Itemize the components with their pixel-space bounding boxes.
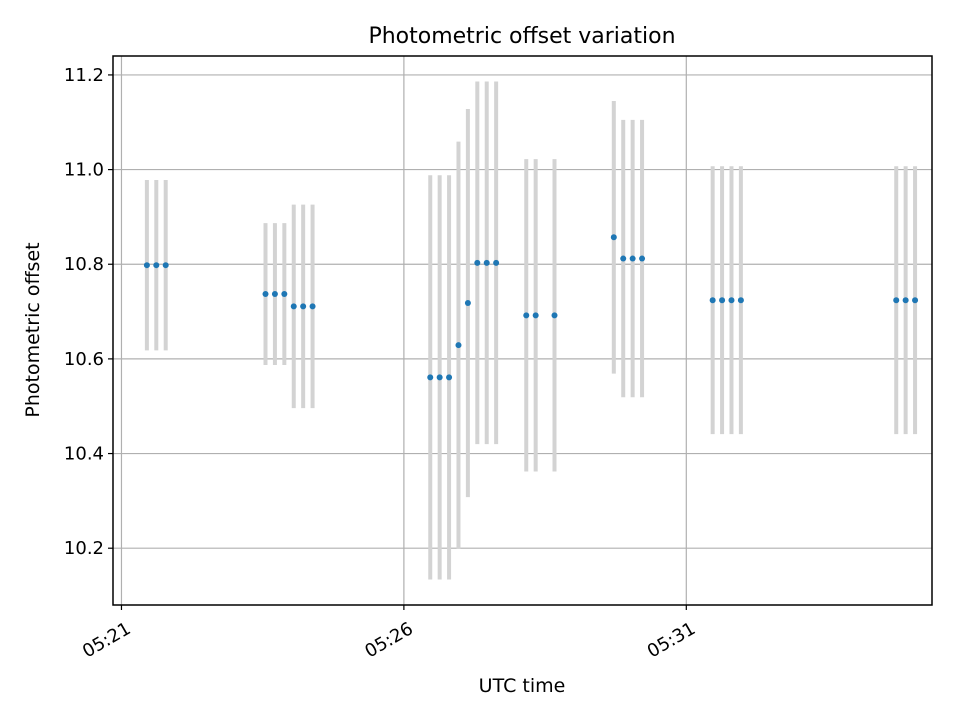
- data-point: [474, 259, 481, 266]
- data-points: [143, 234, 919, 381]
- data-point: [436, 374, 443, 381]
- x-axis-label: UTC time: [479, 675, 566, 697]
- plot-frame: [112, 55, 933, 606]
- data-point: [719, 297, 726, 304]
- data-point: [709, 297, 716, 304]
- data-point: [271, 291, 278, 298]
- data-point: [464, 300, 471, 307]
- data-point: [262, 291, 269, 298]
- y-tick-label: 10.8: [64, 254, 104, 275]
- data-point: [309, 303, 316, 310]
- x-tick-label: 05:31: [644, 618, 699, 662]
- y-tick-label: 10.6: [64, 349, 104, 370]
- data-point: [629, 255, 636, 262]
- x-tick-label: 05:21: [79, 618, 134, 662]
- data-point: [620, 255, 627, 262]
- chart-title: Photometric offset variation: [368, 24, 675, 49]
- y-tick-label: 10.2: [64, 538, 104, 559]
- y-axis-ticks: 10.2 10.4 10.6 10.8 11.0 11.2: [64, 65, 113, 559]
- data-point: [143, 262, 150, 269]
- y-tick-label: 11.0: [64, 160, 104, 181]
- data-point: [162, 262, 169, 269]
- data-point: [532, 312, 539, 319]
- data-point: [912, 297, 919, 304]
- y-tick-label: 10.4: [64, 444, 104, 465]
- data-point: [300, 303, 307, 310]
- data-point: [281, 291, 288, 298]
- data-point: [427, 374, 434, 381]
- y-tick-label: 11.2: [64, 65, 104, 86]
- error-bars: [144, 81, 918, 580]
- data-point: [493, 259, 500, 266]
- data-point: [523, 312, 530, 319]
- data-point: [290, 303, 297, 310]
- data-point: [639, 255, 646, 262]
- data-point: [737, 297, 744, 304]
- data-point: [551, 312, 558, 319]
- data-point: [455, 342, 462, 349]
- data-point: [483, 259, 490, 266]
- data-point: [902, 297, 909, 304]
- data-point: [610, 234, 617, 241]
- data-point: [893, 297, 900, 304]
- y-axis-label: Photometric offset: [22, 242, 44, 417]
- data-point: [153, 262, 160, 269]
- data-point: [446, 374, 453, 381]
- data-point: [728, 297, 735, 304]
- x-axis-ticks: 05:21 05:26 05:31: [79, 605, 699, 662]
- grid-lines: [113, 56, 932, 605]
- x-tick-label: 05:26: [361, 618, 416, 662]
